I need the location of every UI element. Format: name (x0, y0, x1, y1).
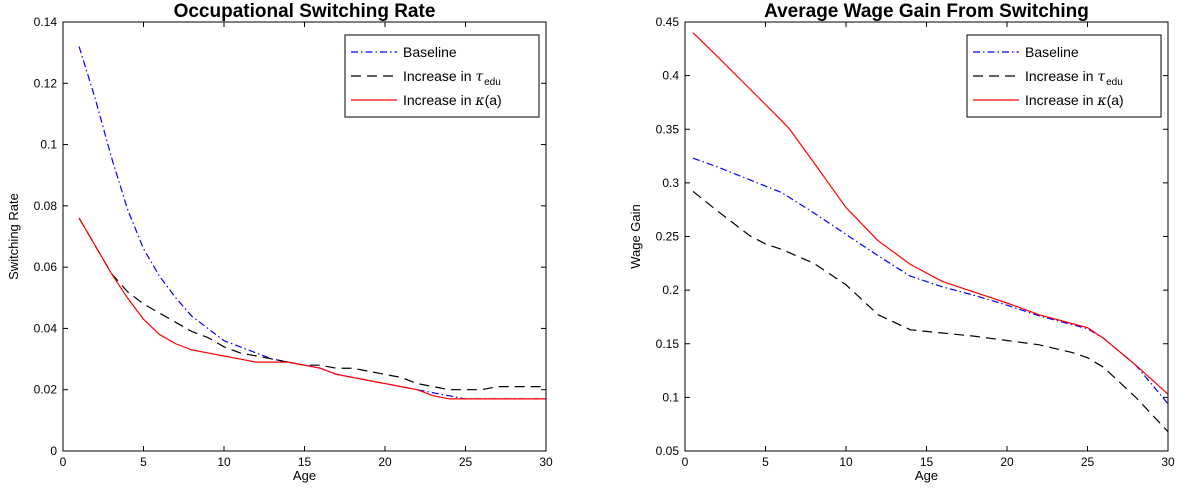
legend-greek-symbol: κ (1096, 93, 1106, 109)
x-tick-label: 30 (1161, 455, 1175, 469)
legend-label-1: Baseline (1025, 44, 1079, 60)
series-line-2 (692, 190, 1168, 433)
legend-label-text: (a) (1107, 92, 1124, 108)
legend-label-1: Baseline (403, 44, 457, 60)
x-tick-label: 15 (920, 455, 934, 469)
x-axis-label: Age (915, 468, 938, 483)
y-tick-label: 0.4 (662, 69, 679, 83)
legend-greek-symbol: τ (1097, 69, 1105, 85)
legend-label-text: Increase in (403, 68, 475, 84)
series-line-2 (78, 217, 546, 391)
y-tick-label: 0.1 (40, 138, 57, 152)
legend-greek-symbol: κ (474, 93, 484, 109)
legend-label-text: Increase in (1025, 68, 1097, 84)
legend-label-text: Increase in (403, 92, 475, 108)
x-tick-label: 15 (298, 455, 312, 469)
chart-panel-2: Average Wage Gain From Switching 0 5 10 15 20… (628, 1, 1175, 483)
x-tick-label: 10 (839, 455, 853, 469)
x-tick-label: 5 (140, 455, 147, 469)
y-tick-label: 0 (50, 444, 57, 458)
y-tick-label: 0.3 (662, 176, 679, 190)
y-tick-label: 0.45 (656, 15, 680, 29)
y-tick-label: 0.14 (34, 15, 58, 29)
x-tick-label: 25 (1081, 455, 1095, 469)
y-tick-label: 0.04 (34, 321, 58, 335)
legend-box (344, 34, 540, 118)
series-line-1 (692, 157, 1168, 405)
x-axis-label: Age (293, 468, 316, 483)
x-tick-label: 0 (60, 455, 67, 469)
legend-subscript: edu (1106, 77, 1123, 88)
y-tick-label: 0.05 (656, 444, 680, 458)
series-line-3 (692, 32, 1168, 395)
legend-label-2: Increase in τedu (403, 68, 501, 88)
x-tick-label: 25 (459, 455, 473, 469)
y-tick-label: 0.35 (656, 122, 680, 136)
x-tick-label: 20 (1000, 455, 1014, 469)
y-tick-label: 0.06 (34, 260, 58, 274)
legend-label-text: (a) (485, 92, 502, 108)
y-tick-label: 0.08 (34, 199, 58, 213)
series-group (78, 46, 546, 400)
legend-greek-symbol: τ (475, 69, 483, 85)
y-tick-label: 0.15 (656, 337, 680, 351)
x-tick-label: 30 (539, 455, 553, 469)
y-axis-label: Wage Gain (628, 204, 643, 269)
chart-panel-1: Occupational Switching Rate 0 5 10 15 20 25 30 0… (6, 1, 553, 483)
chart-title: Average Wage Gain From Switching (764, 1, 1089, 22)
x-tick-label: 10 (217, 455, 231, 469)
x-tick-label: 0 (682, 455, 689, 469)
series-line-3 (78, 217, 546, 400)
x-tick-label: 5 (762, 455, 769, 469)
y-axis-label: Switching Rate (6, 193, 21, 280)
y-tick-label: 0.25 (656, 230, 680, 244)
legend-label-2: Increase in τedu (1025, 68, 1123, 88)
y-tick-label: 0.02 (34, 383, 58, 397)
x-tick-label: 20 (378, 455, 392, 469)
series-group (692, 32, 1168, 433)
y-tick-label: 0.2 (662, 283, 679, 297)
legend-label-text: Increase in (1025, 92, 1097, 108)
legend-subscript: edu (484, 77, 501, 88)
chart-title: Occupational Switching Rate (174, 1, 436, 22)
legend-label-3: Increase in κ(a) (403, 92, 502, 109)
y-tick-label: 0.1 (662, 390, 679, 404)
legend-box (966, 34, 1162, 118)
legend-label-3: Increase in κ(a) (1025, 92, 1124, 109)
y-tick-label: 0.12 (34, 76, 58, 90)
